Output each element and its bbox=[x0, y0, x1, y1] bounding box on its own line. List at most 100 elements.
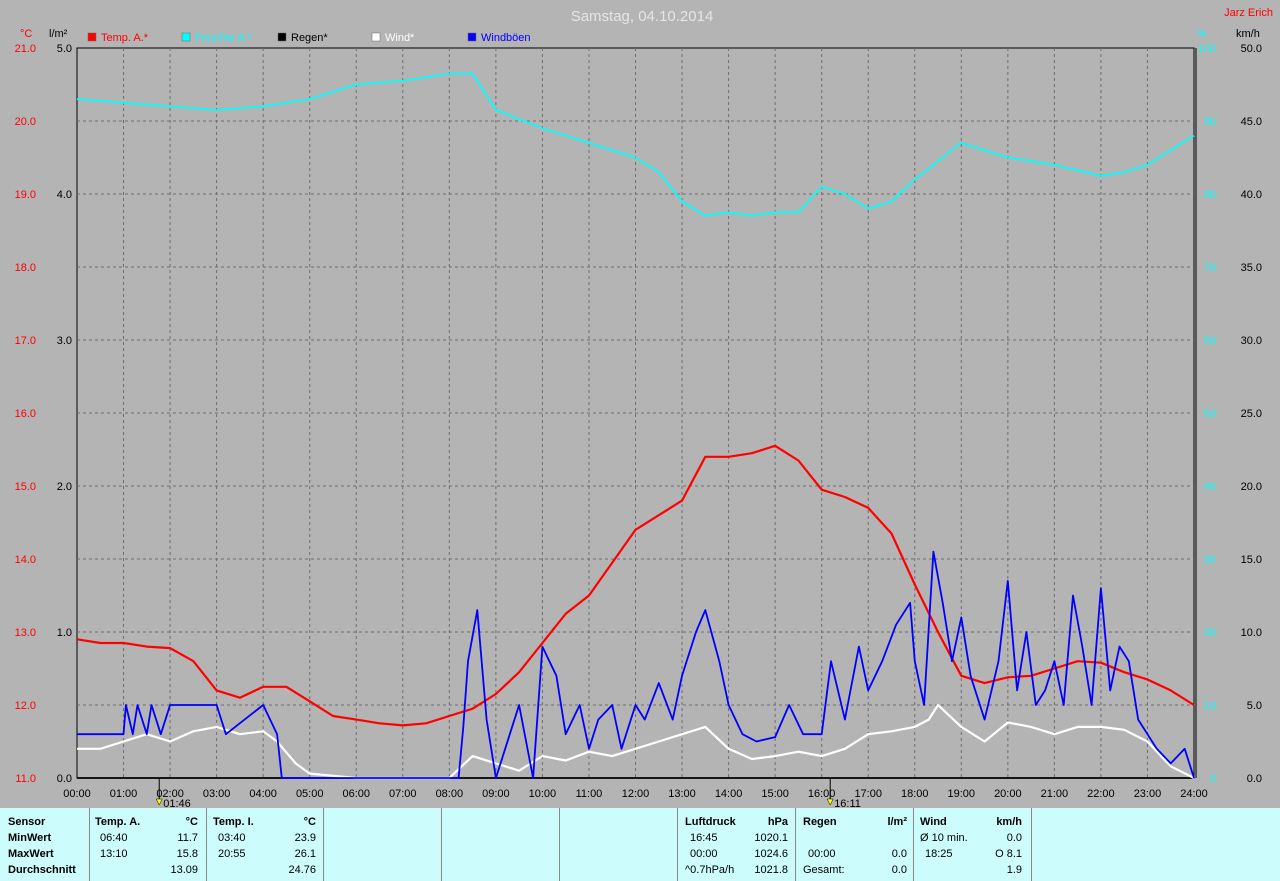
time-tick-label: 20:00 bbox=[994, 788, 1022, 800]
series-line bbox=[77, 703, 1195, 780]
chart-title: Samstag, 04.10.2014 bbox=[571, 8, 714, 25]
wind-tick-label: 40.0 bbox=[1241, 189, 1262, 201]
wind-tick-label: 20.0 bbox=[1241, 481, 1262, 493]
humidity-tick-label: 80 bbox=[1204, 189, 1216, 201]
stats-rain-max-time: 00:00 bbox=[808, 848, 836, 860]
legend-item: Temp. A.* bbox=[87, 32, 149, 44]
stats-temp-a-header: Temp. A. bbox=[95, 816, 141, 828]
time-tick-label: 17:00 bbox=[854, 788, 882, 800]
divider bbox=[323, 808, 324, 881]
axis-ticks: 21.0 20.0 19.0 18.0 17.0 16.0 15.0 14.0 13.0 12.0… bbox=[15, 43, 1262, 800]
marker-label: 01:46 bbox=[163, 798, 191, 808]
stats-rain-max: 0.0 bbox=[891, 848, 907, 860]
stats-wind-max-time: 18:25 bbox=[925, 848, 953, 860]
stats-pressure-max-time: 00:00 bbox=[690, 848, 718, 860]
temp-tick-label: 18.0 bbox=[15, 262, 36, 274]
time-tick-label: 24:00 bbox=[1180, 788, 1208, 800]
divider bbox=[1031, 808, 1032, 881]
stats-temp-i-min-time: 03:40 bbox=[218, 832, 246, 844]
stats-pressure-min: 1020.1 bbox=[754, 832, 788, 844]
legend-label: Temp. A.* bbox=[101, 32, 149, 44]
divider bbox=[677, 808, 678, 881]
time-tick-label: 14:00 bbox=[715, 788, 743, 800]
stats-wind-min: 0.0 bbox=[1006, 832, 1022, 844]
stats-temp-a-max: 15.8 bbox=[176, 848, 198, 860]
time-tick-label: 00:00 bbox=[63, 788, 91, 800]
time-tick-label: 10:00 bbox=[529, 788, 557, 800]
humidity-tick-label: 70 bbox=[1204, 262, 1216, 274]
temp-tick-label: 13.0 bbox=[15, 627, 36, 639]
stats-rain-unit: l/m² bbox=[887, 816, 907, 828]
marker-icon bbox=[155, 798, 163, 806]
legend-label: Feuchte A.* bbox=[195, 32, 253, 44]
series-line bbox=[77, 550, 1195, 779]
temp-tick-label: 11.0 bbox=[15, 773, 36, 785]
legend: Temp. A.* Feuchte A.* Regen* Wind* Windböen bbox=[87, 32, 531, 44]
wind-tick-label: 30.0 bbox=[1241, 335, 1262, 347]
legend-swatch bbox=[467, 32, 477, 42]
humidity-tick-label: 20 bbox=[1204, 627, 1216, 639]
legend-swatch bbox=[181, 32, 191, 42]
rain-axis-unit: l/m² bbox=[49, 28, 68, 40]
stats-temp-i-avg: 24.76 bbox=[288, 864, 316, 876]
time-markers: 01:46 16:11 bbox=[155, 778, 861, 808]
time-tick-label: 11:00 bbox=[576, 788, 603, 800]
wind-tick-label: 15.0 bbox=[1241, 554, 1262, 566]
time-tick-label: 07:00 bbox=[389, 788, 417, 800]
stats-rain-total-label: Gesamt: bbox=[803, 864, 845, 876]
temp-tick-label: 15.0 bbox=[15, 481, 36, 493]
stats-temp-i-header: Temp. I. bbox=[213, 816, 254, 828]
time-tick-label: 02:00 bbox=[156, 788, 184, 800]
time-tick-label: 22:00 bbox=[1087, 788, 1115, 800]
legend-label: Wind* bbox=[385, 32, 415, 44]
time-tick-label: 04:00 bbox=[249, 788, 277, 800]
time-tick-label: 15:00 bbox=[761, 788, 789, 800]
legend-label: Windböen bbox=[481, 32, 531, 44]
divider bbox=[206, 808, 207, 881]
time-tick-label: 18:00 bbox=[901, 788, 929, 800]
rain-tick-label: 5.0 bbox=[57, 43, 72, 55]
legend-item: Wind* bbox=[371, 32, 415, 44]
rain-tick-label: 1.0 bbox=[57, 627, 72, 639]
rain-tick-label: 2.0 bbox=[57, 481, 72, 493]
humidity-tick-label: 60 bbox=[1204, 335, 1216, 347]
time-tick-label: 23:00 bbox=[1134, 788, 1162, 800]
temp-tick-label: 14.0 bbox=[15, 554, 36, 566]
stats-temp-a-min-time: 06:40 bbox=[100, 832, 128, 844]
time-tick-label: 08:00 bbox=[436, 788, 464, 800]
stats-wind-max: O 8.1 bbox=[995, 848, 1022, 860]
temp-axis-unit: °C bbox=[20, 28, 32, 40]
humidity-tick-label: 100 bbox=[1198, 43, 1216, 55]
stats-pressure-avg: 1021.8 bbox=[754, 864, 788, 876]
stats-pressure-header: Luftdruck bbox=[685, 816, 736, 828]
stats-max-label: MaxWert bbox=[8, 848, 54, 860]
time-tick-label: 06:00 bbox=[342, 788, 370, 800]
stats-temp-a-avg: 13.09 bbox=[170, 864, 198, 876]
stats-wind-avg: 1.9 bbox=[1006, 864, 1022, 876]
wind-tick-label: 35.0 bbox=[1241, 262, 1262, 274]
stats-rain-total: 0.0 bbox=[891, 864, 907, 876]
time-tick-label: 05:00 bbox=[296, 788, 324, 800]
humidity-tick-label: 10 bbox=[1204, 700, 1216, 712]
legend-swatch bbox=[87, 32, 97, 42]
wind-axis-unit: km/h bbox=[1236, 28, 1260, 40]
time-tick-label: 19:00 bbox=[948, 788, 976, 800]
temp-tick-label: 20.0 bbox=[15, 116, 36, 128]
stats-temp-i-max: 26.1 bbox=[294, 848, 316, 860]
stats-pressure-unit: hPa bbox=[767, 816, 788, 828]
rain-tick-label: 3.0 bbox=[57, 335, 72, 347]
stats-pressure-max: 1024.6 bbox=[754, 848, 788, 860]
humidity-axis-unit: % bbox=[1197, 28, 1207, 40]
humidity-tick-label: 50 bbox=[1204, 408, 1216, 420]
divider bbox=[559, 808, 560, 881]
series-line bbox=[76, 444, 1195, 727]
marker-label: 16:11 bbox=[834, 798, 861, 808]
stats-rain-header: Regen bbox=[803, 816, 837, 828]
time-tick-label: 21:00 bbox=[1041, 788, 1069, 800]
divider bbox=[89, 808, 90, 881]
wind-tick-label: 5.0 bbox=[1247, 700, 1262, 712]
legend-item: Windböen bbox=[467, 32, 531, 44]
legend-item: Regen* bbox=[277, 32, 328, 44]
temp-tick-label: 17.0 bbox=[15, 335, 36, 347]
series-line bbox=[76, 72, 1195, 217]
